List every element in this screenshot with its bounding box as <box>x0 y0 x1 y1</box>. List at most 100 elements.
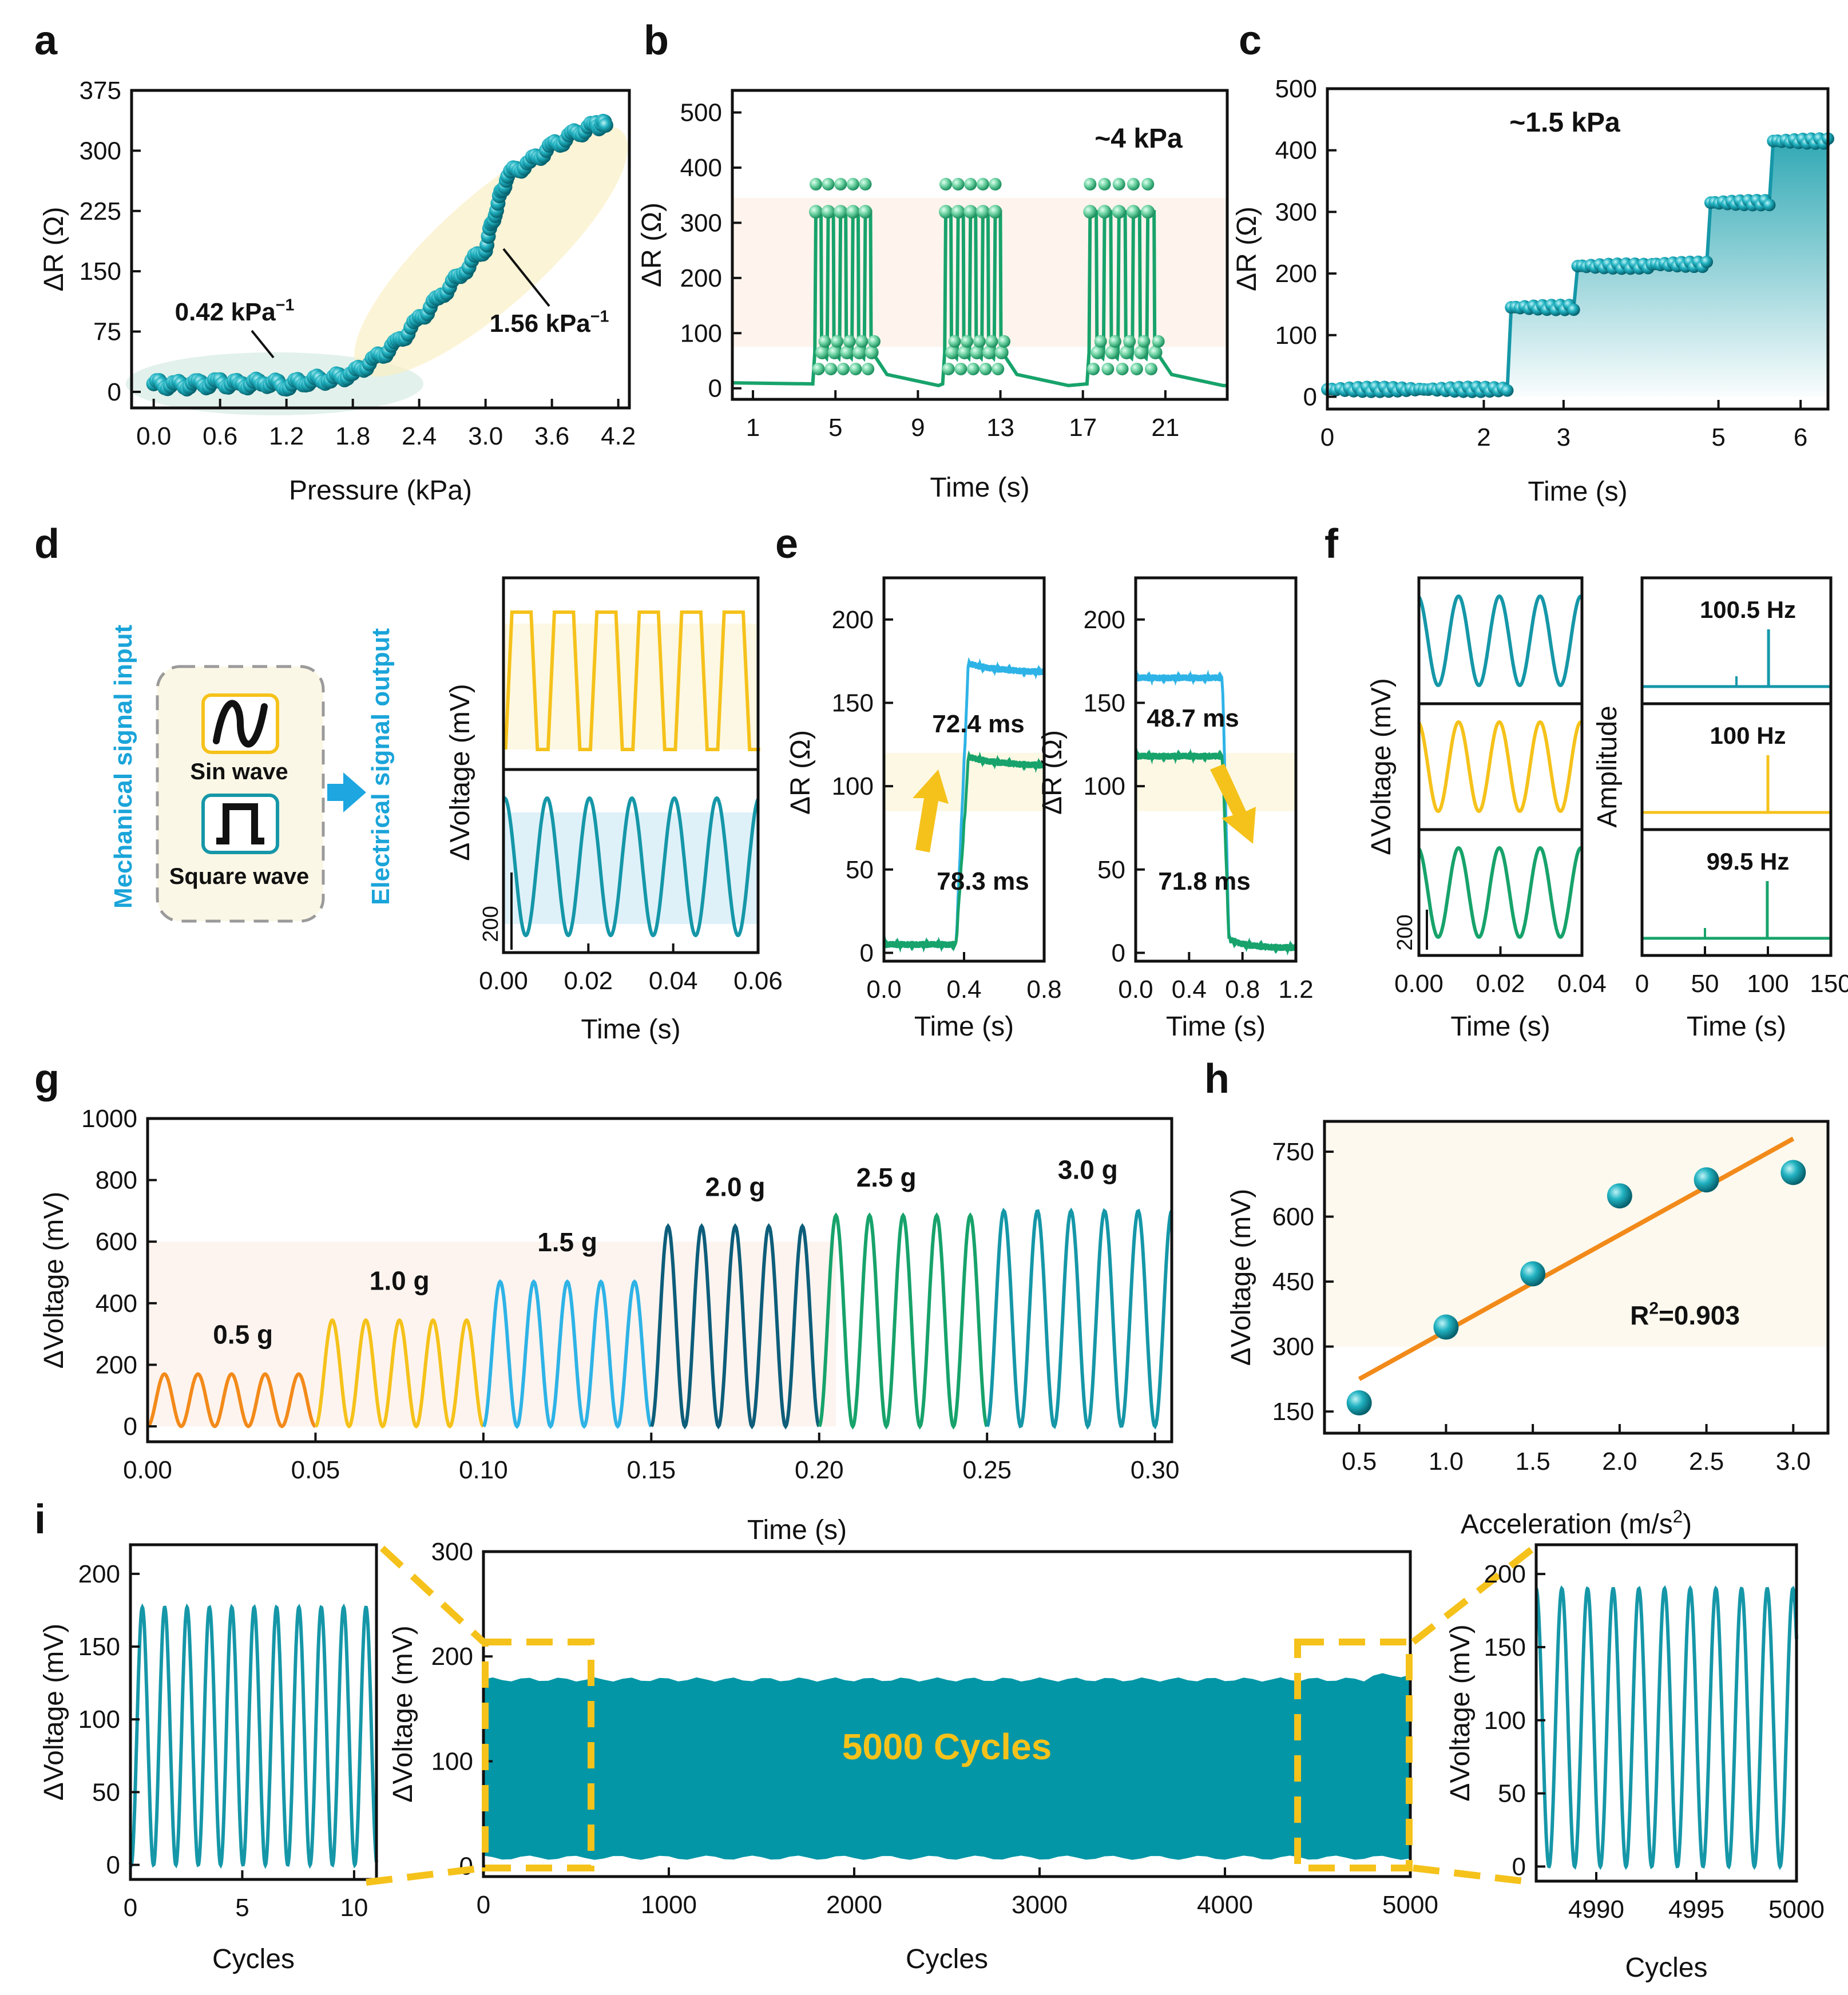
x-tick-label: 0.4 <box>1172 975 1207 1004</box>
x-tick-label: 2.0 <box>1602 1447 1637 1476</box>
r-squared-annotation-end: =0.903 <box>1659 1300 1740 1330</box>
left-inset-series <box>129 1603 378 1869</box>
y-tick-label: 375 <box>80 77 121 105</box>
y-tick-label: 50 <box>846 856 874 884</box>
x-axis-title: Time (s) <box>914 1012 1014 1042</box>
y-tick-label: 300 <box>431 1538 473 1566</box>
x-tick-label: 3 <box>1557 423 1571 451</box>
panel-label-g: g <box>34 1056 60 1102</box>
data-point <box>1116 362 1129 375</box>
y-tick-label: 300 <box>80 137 121 165</box>
data-point <box>1520 1261 1546 1287</box>
x-tick-label: 0.5 <box>1342 1447 1377 1476</box>
right-inset-frame <box>1534 1543 1798 1883</box>
x-tick-label: 0.8 <box>1026 975 1061 1004</box>
x-axis-title: Cycles <box>906 1944 988 1974</box>
data-point <box>954 362 967 375</box>
data-point <box>1083 205 1097 219</box>
y-tick-label: 50 <box>1097 856 1125 884</box>
y-axis-title: ΔVoltage (mV) <box>388 1625 418 1803</box>
x-axis-title: Pressure (kPa) <box>289 475 472 506</box>
data-point <box>1112 205 1126 219</box>
y-axis-title: ΔVoltage (mV) <box>39 1624 69 1801</box>
green-series <box>882 750 1046 953</box>
x-tick-label: 0 <box>1635 970 1649 998</box>
x-tick-label: 5 <box>235 1894 249 1922</box>
y-tick-label: 150 <box>832 689 874 717</box>
plot-frame <box>1326 87 1830 411</box>
x-tick-label: 0.00 <box>1394 970 1443 998</box>
data-point <box>1141 205 1155 219</box>
data-point <box>1780 1160 1806 1185</box>
y-tick-label: 100 <box>78 1706 120 1734</box>
y-axis-title: ΔVoltage (mV) <box>39 1192 69 1369</box>
data-point <box>824 362 838 375</box>
y-axis-title: ΔVoltage (mV) <box>1366 678 1397 855</box>
x-axis-title-sup: 2 <box>1673 1506 1683 1526</box>
data-point <box>867 335 881 348</box>
y-tick-label: 400 <box>1275 137 1317 165</box>
panel-label-h: h <box>1204 1056 1230 1102</box>
x-axis-title: Time (s) <box>581 1014 680 1045</box>
rise-arrow <box>913 770 949 852</box>
y-axis-title: ΔR (Ω) <box>1037 730 1068 815</box>
data-point <box>1137 335 1151 348</box>
segment-series <box>314 1318 485 1429</box>
highlight-band <box>503 624 758 749</box>
zoom-connector <box>366 1865 484 1886</box>
data-point <box>1145 362 1158 375</box>
waveform-series <box>1417 594 1583 687</box>
y-tick-label: 200 <box>96 1351 137 1379</box>
y-tick-label: 75 <box>93 318 121 346</box>
y-tick-label: 300 <box>680 209 722 237</box>
data-point <box>822 177 835 191</box>
x-tick-label: 5000 <box>1382 1891 1438 1919</box>
data-point <box>1433 1314 1459 1340</box>
data-point <box>1152 335 1165 348</box>
x-tick-label: 0.8 <box>1225 975 1260 1004</box>
data-point <box>1097 205 1112 219</box>
zoom-box-start <box>482 1639 594 1871</box>
x-tick-label: 1000 <box>641 1891 697 1919</box>
segment-series <box>818 1212 989 1430</box>
x-tick-label: 6 <box>1794 423 1807 451</box>
x-tick-label: 5000 <box>1768 1895 1825 1923</box>
y-tick-label: 225 <box>80 197 121 225</box>
data-point <box>961 335 974 348</box>
x-tick-label: 9 <box>911 414 925 442</box>
segment-series <box>985 1207 1173 1430</box>
annotation-slope-high: 1.56 kPa−1 <box>490 307 609 338</box>
y-tick-label: 0 <box>106 1851 120 1879</box>
data-point <box>939 205 953 219</box>
x-tick-label: 0.6 <box>203 422 237 450</box>
data-point <box>989 177 1002 191</box>
square-wave-label: Square wave <box>169 864 310 889</box>
data-point <box>992 362 1005 375</box>
y-axis-title: ΔVoltage (mV) <box>1445 1624 1476 1802</box>
data-point <box>1700 255 1714 268</box>
panel-label-c: c <box>1239 18 1262 64</box>
x-tick-label: 1.8 <box>335 422 370 450</box>
square-wave-series <box>503 610 760 751</box>
peak-frequency-label: 100.5 Hz <box>1700 596 1796 623</box>
plot-frame <box>130 89 631 410</box>
rise-time-blue: 72.4 ms <box>932 710 1024 738</box>
spectrum-frame <box>1640 828 1833 957</box>
annotation-slope-high-sup: −1 <box>590 307 609 326</box>
x-tick-label: 0.02 <box>564 967 613 995</box>
x-tick-label: 0.0 <box>866 975 901 1004</box>
sin-wave-label: Sin wave <box>190 759 288 784</box>
x-tick-label: 0.0 <box>136 422 171 450</box>
x-tick-label: 0.00 <box>123 1456 172 1484</box>
x-tick-label: 0.25 <box>962 1456 1012 1484</box>
x-tick-label: 0.4 <box>946 975 981 1004</box>
y-tick-label: 0 <box>1512 1853 1526 1881</box>
highlight-band <box>503 812 758 924</box>
plot-frame <box>1134 576 1298 963</box>
data-point <box>834 205 848 219</box>
highlight-band <box>1136 752 1296 811</box>
data-point <box>1101 362 1115 375</box>
data-point <box>852 346 867 360</box>
x-tick-label: 10 <box>340 1894 368 1922</box>
